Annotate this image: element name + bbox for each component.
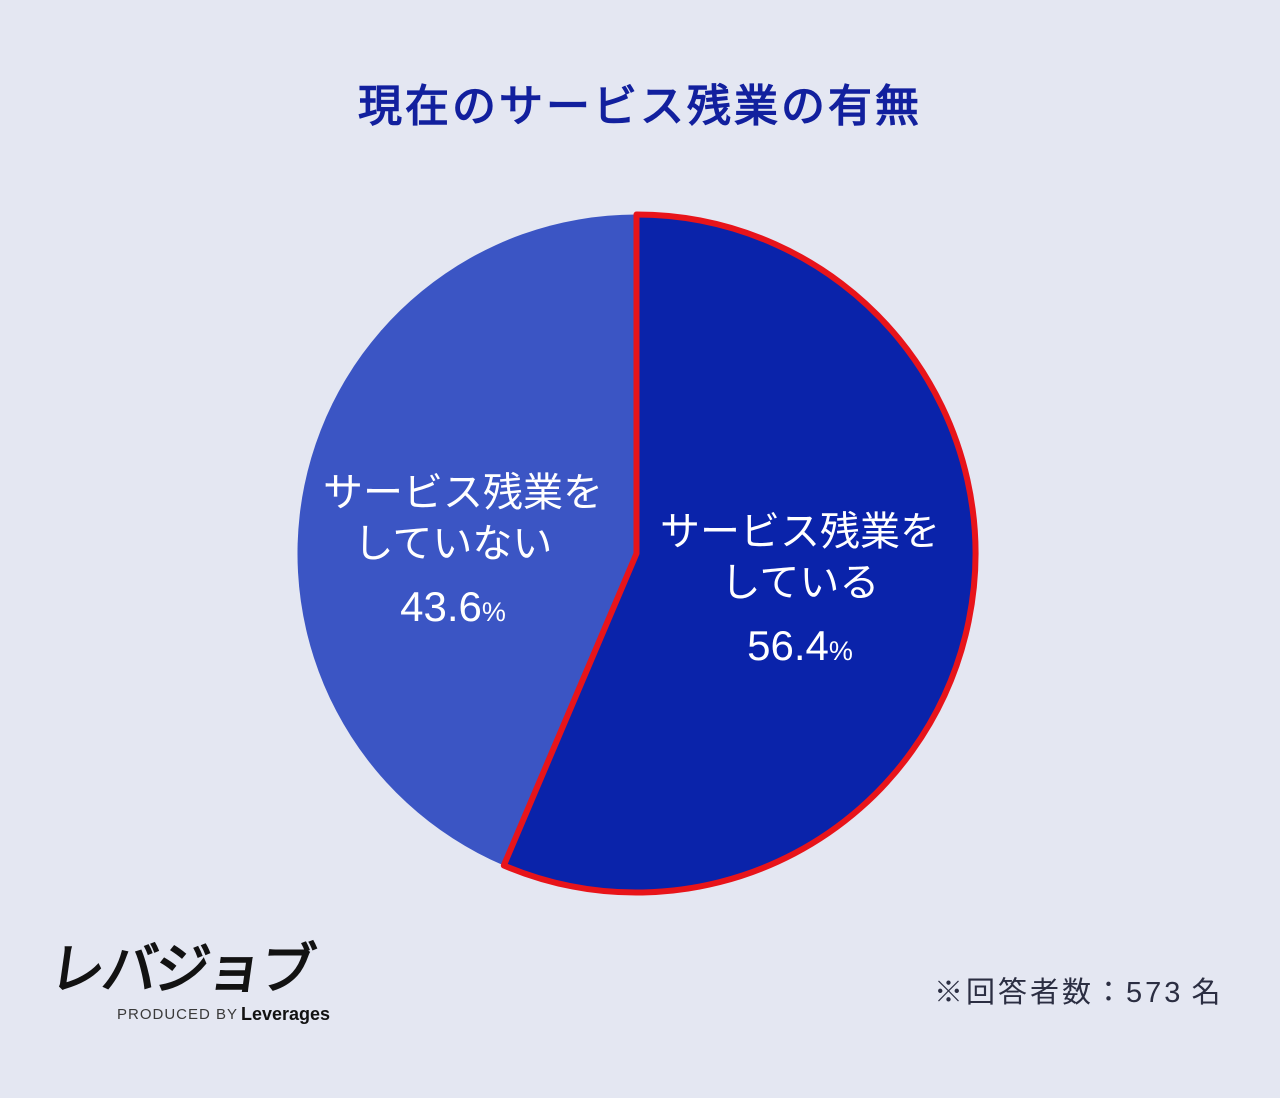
- svg-text:Leverages: Leverages: [241, 1004, 330, 1024]
- svg-text:PRODUCED BY: PRODUCED BY: [117, 1006, 238, 1023]
- svg-text:レバジョブ: レバジョブ: [46, 938, 319, 1000]
